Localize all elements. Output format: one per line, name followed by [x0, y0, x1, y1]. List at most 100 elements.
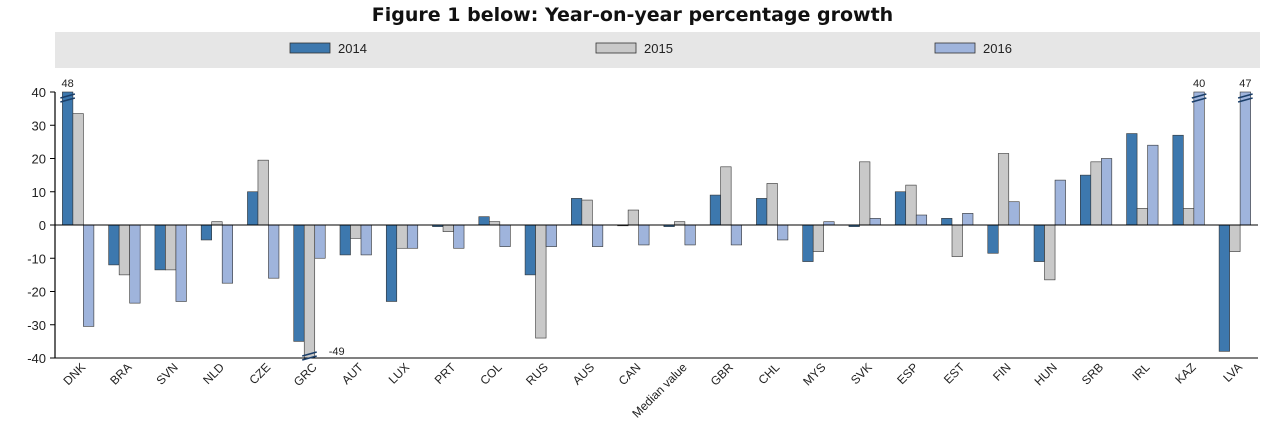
legend-label-2015: 2015: [644, 41, 673, 56]
bar-fin-2014: [987, 224, 999, 254]
bar-aut-2014: [339, 224, 351, 256]
bar-aut-2016: [360, 224, 372, 256]
break-mark: [60, 93, 76, 99]
legend-label-2016: 2016: [983, 41, 1012, 56]
break-mark: [1191, 97, 1207, 103]
x-tick-label-hun: HUN: [1032, 360, 1060, 388]
bar-aus-2014: [571, 198, 583, 226]
x-tick-label-srb: SRB: [1079, 360, 1106, 387]
bar-chl-2015: [766, 183, 778, 226]
x-tick-label-gbr: GBR: [708, 360, 737, 389]
break-mark: [302, 351, 317, 357]
legend-background: [55, 32, 1260, 68]
bar-lva-2015: [1229, 224, 1241, 252]
x-tick-label-chl: CHL: [755, 360, 782, 387]
x-tick-label-aut: AUT: [339, 360, 366, 387]
y-tick-label: 30: [32, 118, 46, 133]
bar-aut-2015: [350, 224, 362, 239]
bar-fin-2016: [1008, 201, 1020, 226]
y-tick-label: 10: [32, 185, 46, 200]
bar-gbr-2014: [709, 194, 721, 226]
bar-rus-2016: [545, 224, 557, 247]
y-tick-label: -10: [27, 251, 46, 266]
y-tick-label: 0: [39, 218, 46, 233]
bar-aus-2016: [592, 224, 604, 247]
bar-srb-2014: [1080, 174, 1092, 226]
bar-dnk-2014: [62, 91, 74, 226]
bar-rus-2014: [524, 224, 536, 276]
bar-chl-2016: [777, 224, 789, 241]
x-tick-label-kaz: KAZ: [1172, 360, 1198, 386]
bar-est-2015: [951, 224, 963, 257]
bar-lux-2014: [385, 224, 398, 302]
bar-dnk-2016: [83, 224, 95, 327]
bar-svn-2014: [154, 224, 166, 271]
bar-col-2016: [499, 224, 511, 247]
x-tick-label-est: EST: [941, 360, 968, 387]
bar-grc-2016: [314, 224, 326, 259]
data-label-dnk-2014: 48: [62, 78, 74, 90]
bar-median-value-2016: [684, 224, 696, 246]
x-tick-label-rus: RUS: [523, 360, 551, 388]
x-tick-label-bra: BRA: [107, 360, 134, 387]
bar-prt-2015: [442, 224, 454, 232]
bar-srb-2016: [1101, 158, 1113, 226]
x-tick-label-dnk: DNK: [60, 360, 88, 388]
x-tick-label-cze: CZE: [246, 360, 273, 387]
bar-svk-2016: [869, 218, 881, 226]
break-mark: [1237, 93, 1253, 99]
bar-est-2016: [962, 213, 974, 226]
bar-kaz-2016: [1193, 91, 1205, 226]
data-label-grc-2015: -49: [329, 346, 345, 358]
bar-mys-2014: [802, 224, 814, 262]
bar-mys-2015: [812, 224, 824, 252]
legend-swatch-2016: [934, 42, 976, 54]
bar-rus-2015: [535, 224, 547, 339]
bar-can-2016: [638, 224, 650, 246]
x-tick-label-col: COL: [477, 360, 505, 388]
legend: 2014 2015 2016: [289, 41, 1012, 56]
bar-grc-2014: [293, 224, 305, 342]
bar-chl-2014: [756, 198, 768, 226]
bar-bra-2015: [118, 224, 130, 276]
x-tick-label-esp: ESP: [894, 360, 921, 387]
x-tick-label-lux: LUX: [386, 360, 412, 386]
bar-hun-2014: [1033, 224, 1045, 262]
bar-hun-2015: [1044, 224, 1056, 281]
bar-esp-2015: [905, 184, 917, 226]
bar-grc-2015: [303, 224, 316, 359]
bar-dnk-2015: [72, 113, 84, 226]
x-tick-label-svn: SVN: [153, 360, 180, 387]
bar-cze-2015: [257, 159, 269, 226]
bar-svn-2015: [165, 224, 177, 271]
bar-nld-2014: [200, 224, 212, 241]
bar-bra-2016: [129, 224, 141, 304]
y-tick-label: -30: [27, 318, 46, 333]
x-tick-label-can: CAN: [616, 360, 644, 388]
bar-gbr-2016: [730, 224, 742, 246]
x-tick-label-prt: PRT: [432, 360, 459, 387]
bar-lva-2016: [1239, 91, 1251, 226]
y-tick-label: 20: [32, 152, 46, 167]
x-tick-label-mys: MYS: [800, 360, 828, 388]
x-tick-label-aus: AUS: [570, 360, 597, 387]
legend-label-2014: 2014: [338, 41, 367, 56]
break-mark: [1237, 97, 1253, 103]
bar-esp-2014: [894, 191, 907, 226]
break-mark: [1191, 93, 1207, 99]
annotations-group: 48 -49 40 47: [60, 78, 1253, 361]
axes-group: 40 30 20 10 0 -10 -20 -30 -40 DNK BRA SVN NLD CZE GRC A…: [27, 85, 1258, 421]
legend-swatch-2014: [289, 42, 331, 54]
break-mark: [60, 97, 76, 103]
x-tick-label-grc: GRC: [291, 360, 320, 389]
bar-svn-2016: [175, 224, 187, 302]
x-tick-label-irl: IRL: [1129, 360, 1152, 383]
x-tick-label-nld: NLD: [200, 360, 227, 387]
break-mark: [302, 355, 317, 361]
bar-prt-2016: [453, 224, 465, 249]
bar-gbr-2015: [720, 166, 732, 226]
x-tick-label-svk: SVK: [848, 360, 875, 387]
bar-est-2014: [941, 218, 953, 226]
bar-irl-2014: [1126, 133, 1138, 226]
